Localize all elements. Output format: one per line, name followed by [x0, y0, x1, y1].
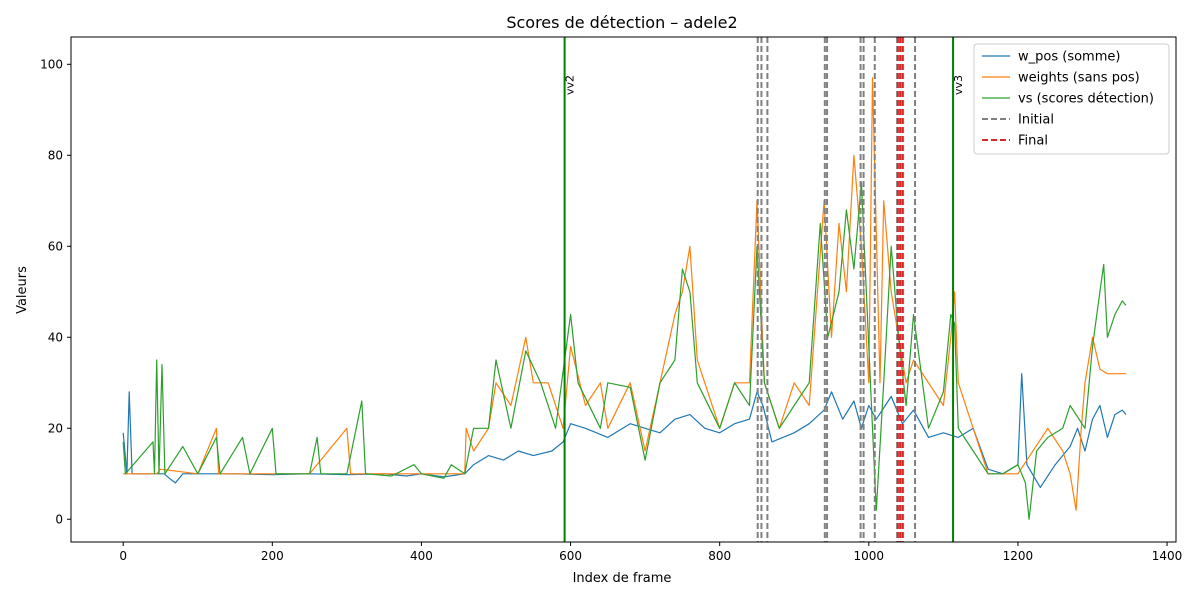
tick-layer: 0 200 400 600 800 1000 1200 1400 0 20 40 60 80 100 — [40, 57, 1182, 563]
legend-label-4: Initial — [1018, 113, 1054, 128]
y-tick-label-2: 20 — [48, 421, 63, 435]
x-tick-label-5: 800 — [708, 549, 731, 563]
x-tick-label-2: 200 — [261, 549, 284, 563]
x-tick-label-6: 1000 — [854, 549, 885, 563]
legend-box — [973, 43, 1170, 155]
series-line-3 — [122, 182, 1127, 520]
y-tick-label-4: 60 — [48, 239, 63, 253]
y-tick-label-3: 40 — [48, 330, 63, 344]
y-tick-label-1: 0 — [55, 512, 63, 526]
x-tick-label-4: 600 — [559, 549, 582, 563]
x-tick-label-3: 400 — [410, 549, 433, 563]
green-vline-label-1: vv2 — [564, 75, 577, 95]
x-axis-label: Index de frame — [573, 571, 672, 586]
chart-title: Scores de détection – adele2 — [506, 13, 737, 32]
legend-label-3: vs (scores détection) — [1018, 92, 1154, 107]
legend-label-5: Final — [1018, 134, 1048, 149]
legend-label-2: weights (sans pos) — [1018, 71, 1140, 86]
plot-frame — [70, 36, 1177, 543]
x-tick-label-8: 1400 — [1152, 549, 1183, 563]
green-vline-label-2: vv3 — [952, 75, 965, 95]
legend: w_pos (somme) weights (sans pos) vs (score… — [973, 43, 1170, 155]
x-tick-label-7: 1200 — [1003, 549, 1034, 563]
y-tick-label-5: 80 — [48, 148, 63, 162]
legend-label-1: w_pos (somme) — [1018, 50, 1120, 65]
vline-layer: vv2 vv3 — [563, 37, 965, 542]
y-axis-label: Valeurs — [15, 266, 30, 314]
y-tick-label-6: 100 — [40, 57, 63, 71]
x-tick-label-1: 0 — [119, 549, 127, 563]
